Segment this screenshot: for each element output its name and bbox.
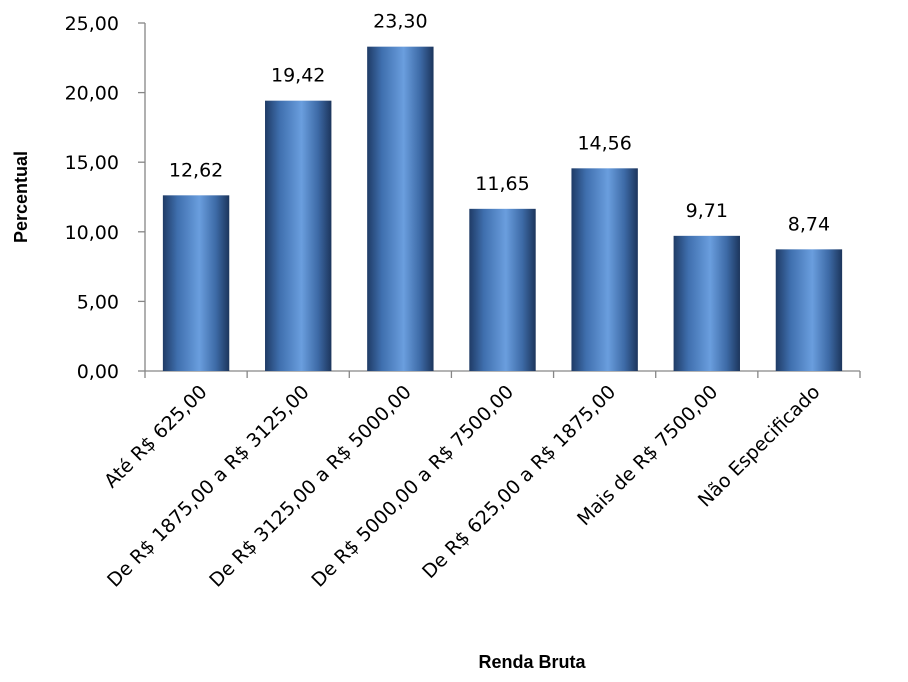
x-tick-label: De R$ 625,00 a R$ 1875,00 [418, 381, 620, 583]
y-tick-label: 10,00 [65, 222, 119, 244]
y-tick-label: 0,00 [77, 361, 119, 383]
data-label: 14,56 [577, 132, 631, 154]
data-label: 8,74 [788, 213, 830, 235]
y-tick-label: 25,00 [65, 13, 119, 35]
bar [673, 235, 740, 371]
bar [265, 100, 332, 372]
data-label: 23,30 [373, 11, 427, 33]
y-tick-label: 20,00 [65, 83, 119, 105]
x-tick-label: De R$ 1875,00 a R$ 3125,00 [103, 381, 314, 592]
data-label: 19,42 [271, 65, 325, 87]
data-label: 11,65 [475, 173, 529, 195]
data-label: 9,71 [686, 200, 728, 222]
data-label: 12,62 [169, 159, 223, 181]
bar [162, 195, 230, 371]
bars [162, 46, 843, 372]
y-axis: 0,00 5,00 10,00 15,00 20,00 25,00 [65, 13, 146, 383]
bar [571, 168, 638, 371]
bar [469, 208, 536, 371]
x-tick-label: De R$ 5000,00 a R$ 7500,00 [307, 381, 518, 592]
bar [367, 46, 434, 371]
x-tick-label: De R$ 3125,00 a R$ 5000,00 [205, 381, 416, 592]
x-tick-label: Até R$ 625,00 [100, 381, 211, 492]
y-axis-title: Percentual [11, 151, 31, 243]
data-labels: 12,62 19,42 23,30 11,65 14,56 9,71 8,74 [169, 11, 830, 236]
x-axis-title: Renda Bruta [478, 652, 586, 672]
bar [775, 249, 843, 371]
y-tick-label: 15,00 [65, 152, 119, 174]
y-tick-label: 5,00 [77, 291, 119, 313]
